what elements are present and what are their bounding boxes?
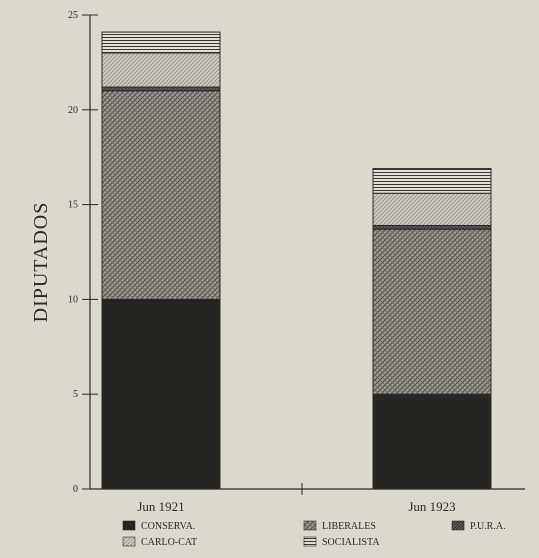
bar-segment: CONSERVA.: 5: [372, 393, 492, 490]
y-tick-label: 20: [68, 105, 78, 116]
legend-label: SOCIALISTA: [322, 537, 380, 548]
legend-swatch: [303, 520, 317, 531]
y-tick-label: 25: [68, 10, 78, 21]
bar-segment: CONSERVA.: 10: [101, 298, 221, 490]
legend-item: SOCIALISTA: [303, 536, 380, 548]
bar-segment: LIBERALES: 8.7: [372, 228, 492, 395]
legend-label: CARLO-CAT: [141, 537, 197, 548]
x-tick-label: Jun 1923: [408, 499, 455, 514]
bar-segment: CARLO-CAT: 1.8: [101, 52, 221, 88]
legend-item: LIBERALES: [303, 520, 376, 532]
legend-swatch: [122, 536, 136, 547]
bar-segment: SOCIALISTA: 1.3: [372, 168, 492, 194]
x-tick-labels: Jun 1921 Jun 1923: [137, 499, 455, 514]
bar-segment: LIBERALES: 11: [101, 90, 221, 300]
x-tick-label: Jun 1921: [137, 499, 184, 514]
legend: CONSERVA. LIBERALES P.U.R.A. CARLO-CAT SOCIA…: [122, 520, 506, 548]
legend-label: LIBERALES: [322, 521, 376, 532]
bar-segment: CARLO-CAT: 1.7: [372, 192, 492, 226]
bar-segment: P.U.R.A.: 0.2: [372, 224, 492, 230]
y-axis-label: DIPUTADOS: [30, 202, 52, 323]
y-tick-label: 5: [73, 389, 78, 400]
legend-swatch: [303, 536, 317, 547]
bar-segment: SOCIALISTA: 1.1: [101, 31, 221, 54]
legend-item: CARLO-CAT: [122, 536, 197, 548]
legend-item: CONSERVA.: [122, 520, 195, 532]
legend-label: P.U.R.A.: [470, 521, 506, 532]
bar-stack: CONSERVA.: 5LIBERALES: 8.7P.U.R.A.: 0.2C…: [372, 168, 492, 490]
bars: CONSERVA.: 10LIBERALES: 11P.U.R.A.: 0.2C…: [101, 31, 492, 490]
bar-stack: CONSERVA.: 10LIBERALES: 11P.U.R.A.: 0.2C…: [101, 31, 221, 490]
legend-label: CONSERVA.: [141, 521, 195, 532]
legend-swatch: [122, 520, 136, 531]
legend-item: P.U.R.A.: [451, 520, 506, 532]
y-tick-label: 15: [68, 200, 78, 211]
legend-swatch: [451, 520, 465, 531]
y-tick-label: 0: [73, 484, 78, 495]
bar-segment: P.U.R.A.: 0.2: [101, 86, 221, 92]
y-tick-label: 10: [68, 294, 78, 305]
